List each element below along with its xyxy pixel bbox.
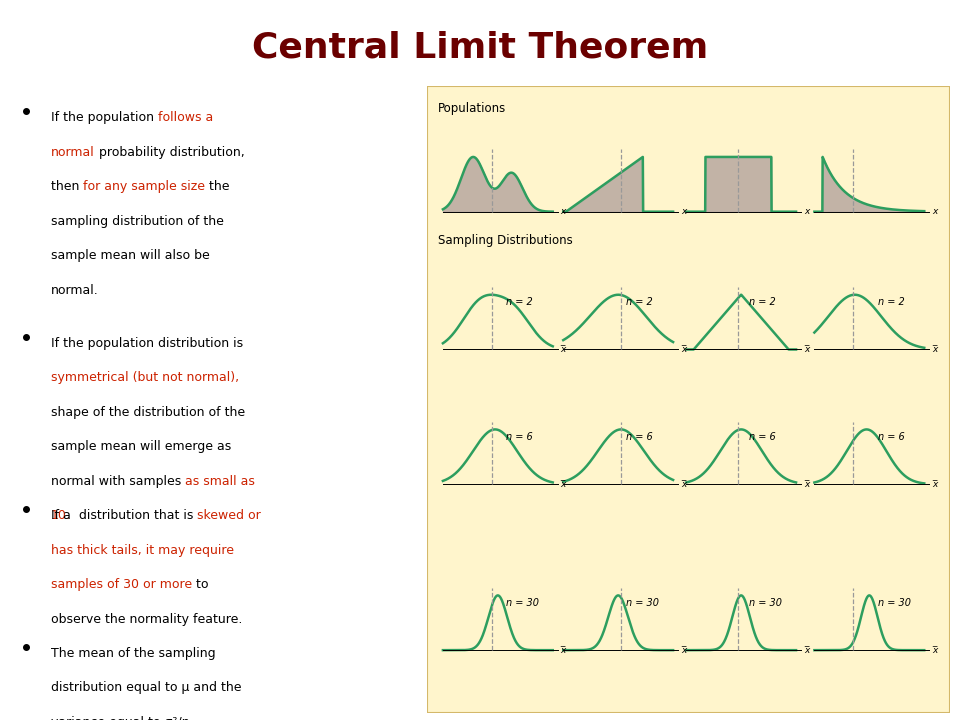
Text: x̅: x̅	[932, 646, 938, 654]
Text: x̅: x̅	[681, 345, 686, 354]
Text: skewed or: skewed or	[197, 509, 261, 522]
Text: If the population: If the population	[51, 112, 157, 125]
Text: n = 2: n = 2	[750, 297, 776, 307]
Text: n = 30: n = 30	[750, 598, 782, 608]
Text: n = 30: n = 30	[627, 598, 660, 608]
Text: distribution equal to μ and the: distribution equal to μ and the	[51, 681, 241, 695]
Text: x: x	[804, 207, 809, 216]
Text: Sampling Distributions: Sampling Distributions	[438, 233, 572, 247]
Text: x: x	[932, 207, 938, 216]
Text: x̅: x̅	[804, 345, 809, 354]
Text: the: the	[205, 180, 229, 194]
Text: as small as: as small as	[185, 474, 255, 487]
Text: x: x	[561, 207, 566, 216]
Text: normal with samples: normal with samples	[51, 474, 185, 487]
Text: Central Limit Theorem: Central Limit Theorem	[252, 30, 708, 65]
Text: variance equal to σ²/n.: variance equal to σ²/n.	[51, 716, 194, 720]
Text: samples of 30 or more: samples of 30 or more	[51, 578, 192, 591]
Text: shape of the distribution of the: shape of the distribution of the	[51, 406, 245, 419]
Text: x̅: x̅	[681, 646, 686, 654]
Text: n = 2: n = 2	[506, 297, 533, 307]
Text: to: to	[192, 578, 208, 591]
Text: n = 2: n = 2	[877, 297, 904, 307]
Text: for any sample size: for any sample size	[84, 180, 205, 194]
Text: x̅: x̅	[681, 480, 686, 489]
Text: x̅: x̅	[561, 480, 566, 489]
Text: follows a: follows a	[157, 112, 213, 125]
Text: x̅: x̅	[561, 345, 566, 354]
Text: observe the normality feature.: observe the normality feature.	[51, 613, 242, 626]
Text: x̅: x̅	[932, 345, 938, 354]
Text: x̅: x̅	[804, 646, 809, 654]
Text: 10.: 10.	[51, 509, 71, 522]
Text: x̅: x̅	[932, 480, 938, 489]
Text: sample mean will emerge as: sample mean will emerge as	[51, 441, 231, 454]
Text: If the population distribution is: If the population distribution is	[51, 337, 243, 350]
Text: The mean of the sampling: The mean of the sampling	[51, 647, 215, 660]
Text: n = 2: n = 2	[627, 297, 653, 307]
Text: n = 6: n = 6	[877, 432, 904, 442]
Text: x̅: x̅	[804, 480, 809, 489]
Text: n = 30: n = 30	[506, 598, 540, 608]
Text: normal: normal	[51, 146, 95, 159]
Text: normal.: normal.	[51, 284, 99, 297]
Text: sampling distribution of the: sampling distribution of the	[51, 215, 224, 228]
Text: n = 6: n = 6	[627, 432, 653, 442]
Text: x̅: x̅	[561, 646, 566, 654]
Text: n = 30: n = 30	[877, 598, 910, 608]
Text: x: x	[681, 207, 686, 216]
Text: sample mean will also be: sample mean will also be	[51, 249, 209, 262]
Text: probability distribution,: probability distribution,	[95, 146, 245, 159]
Text: n = 6: n = 6	[750, 432, 776, 442]
Text: symmetrical (but not normal),: symmetrical (but not normal),	[51, 372, 239, 384]
Text: n = 6: n = 6	[506, 432, 533, 442]
Text: If a  distribution that is: If a distribution that is	[51, 509, 197, 522]
Text: then: then	[51, 180, 84, 194]
Text: has thick tails, it may require: has thick tails, it may require	[51, 544, 234, 557]
Text: Populations: Populations	[438, 102, 506, 115]
